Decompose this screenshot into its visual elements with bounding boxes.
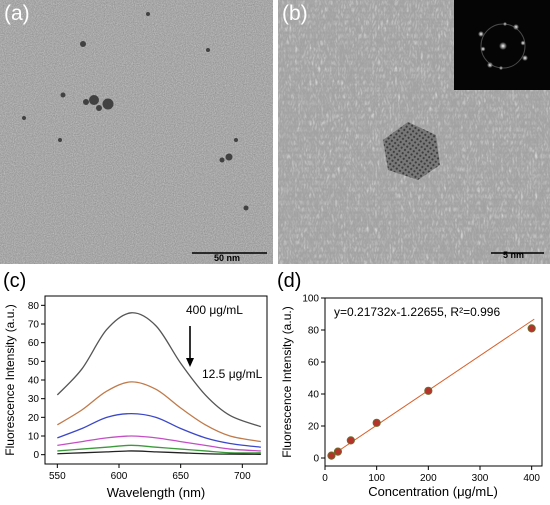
y-tick-label-c: 50	[28, 357, 40, 368]
fit-equation: y=0.21732x-1.22655, R²=0.996	[334, 305, 500, 319]
data-point	[372, 418, 381, 427]
panel-label-d: (d)	[277, 270, 301, 292]
chart-fluorescence-spectra: (c) 550 600 650 700 0 10 20 30 40 50 60 70 80 Wavel…	[0, 266, 275, 500]
annotation-bottom-c: 12.5 μg/mL	[202, 367, 263, 381]
hrtem-image-panel-b: (b) 5 nm	[278, 0, 550, 264]
decrease-arrow-head	[186, 358, 194, 367]
y-tick-label-d: 40	[308, 390, 320, 401]
x-tick-label-d: 0	[322, 473, 328, 484]
y-axis-label-c: Fluorescence Intensity (a.u.)	[3, 304, 17, 455]
spectra-svg: (c) 550 600 650 700 0 10 20 30 40 50 60 70 80 Wavel…	[3, 270, 268, 500]
y-tick-label-d: 100	[302, 294, 319, 305]
hrtem-image-b	[278, 0, 550, 264]
y-axis-label-d: Fluorescence Intensity (a.u.)	[280, 306, 294, 457]
y-tick-label-d: 80	[308, 326, 320, 337]
spectrum-line-4	[57, 435, 261, 452]
y-tick-label-c: 40	[28, 376, 40, 387]
x-tick-label-d: 100	[368, 473, 385, 484]
y-tick-label-c: 30	[28, 394, 40, 405]
data-point	[333, 447, 343, 456]
data-point	[346, 436, 355, 445]
data-point	[327, 451, 336, 460]
y-tick-label-c: 80	[28, 301, 40, 312]
crystal-lattice	[383, 122, 440, 180]
x-tick-label-d: 300	[472, 473, 489, 484]
y-tick-label-c: 70	[28, 320, 40, 331]
linear-fit-svg: (d) 0 100 200 300 400 0 20 40 60 80 100 y=0.21732…	[277, 270, 543, 499]
spectrum-line-1	[56, 312, 262, 428]
chart-linear-fit: (d) 0 100 200 300 400 0 20 40 60 80 100 y=0.21732…	[275, 266, 550, 500]
x-tick-label-c: 600	[111, 471, 128, 482]
plot-frame-d	[324, 297, 543, 467]
x-axis-label-d: Concentration (μg/mL)	[368, 484, 498, 499]
x-tick-label-c: 550	[49, 471, 66, 482]
tem-image-panel-a: (a) 50 nm	[0, 0, 273, 264]
scale-label-a: 50 nm	[214, 253, 241, 263]
spectrum-line-2	[56, 381, 261, 443]
fit-line	[329, 318, 535, 457]
x-axis-label-c: Wavelength (nm)	[107, 485, 206, 500]
scale-label-b: 5 nm	[503, 250, 525, 260]
y-tick-label-c: 20	[28, 413, 40, 424]
y-tick-label-c: 0	[33, 450, 39, 461]
panel-label-c: (c)	[3, 270, 26, 292]
x-tick-label-c: 700	[234, 471, 251, 482]
y-tick-label-c: 60	[28, 338, 40, 349]
y-tick-label-d: 60	[308, 358, 320, 369]
y-tick-label-d: 20	[308, 422, 320, 433]
x-tick-label-d: 400	[523, 473, 540, 484]
data-point	[424, 386, 433, 395]
annotation-top-c: 400 μg/mL	[186, 303, 243, 317]
nanoparticles	[22, 12, 249, 211]
y-tick-label-c: 10	[28, 432, 40, 443]
spectrum-line-5	[57, 444, 261, 454]
spectrum-line-6	[57, 450, 261, 455]
panel-label-a: (a)	[4, 2, 30, 25]
panel-label-b: (b)	[282, 2, 308, 25]
tem-image-a	[0, 0, 273, 264]
x-tick-label-d: 200	[420, 473, 437, 484]
spectrum-line-3	[57, 412, 261, 448]
x-tick-label-c: 650	[172, 471, 189, 482]
fft-inset	[454, 0, 550, 90]
data-point	[527, 324, 536, 333]
y-tick-label-d: 0	[313, 454, 319, 465]
